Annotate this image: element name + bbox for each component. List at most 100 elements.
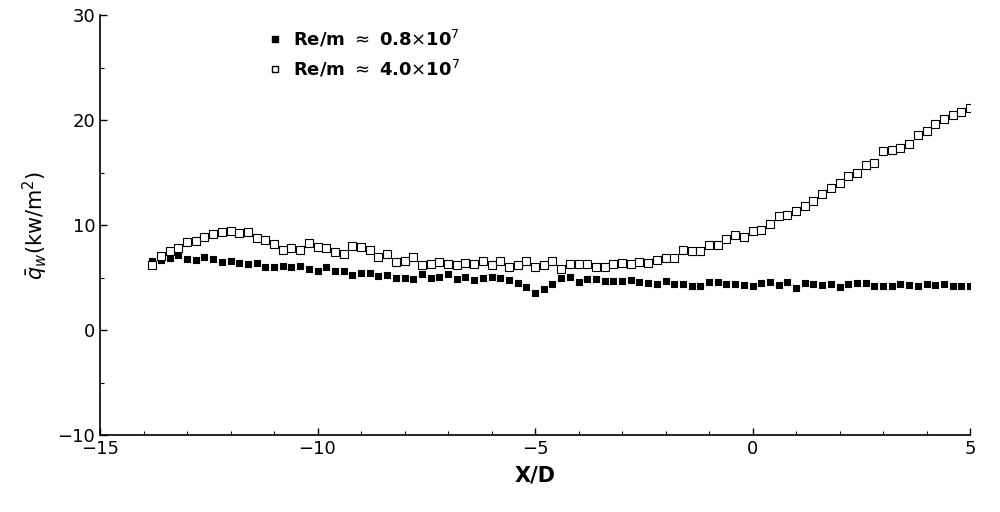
Point [727, 231, 743, 240]
Point [501, 263, 517, 271]
Point [405, 274, 421, 283]
Point [431, 273, 447, 282]
Point [562, 260, 578, 268]
Point [553, 264, 569, 272]
Point [701, 278, 717, 286]
Point [936, 280, 952, 288]
Point [884, 282, 900, 290]
Point [431, 258, 447, 266]
Point [475, 257, 491, 265]
Point [214, 228, 230, 237]
Point [666, 280, 682, 288]
Point [196, 232, 212, 241]
Point [214, 258, 230, 266]
Point [823, 280, 839, 288]
Point [353, 243, 369, 251]
Point [153, 252, 169, 260]
Point [292, 246, 308, 254]
Point [536, 285, 552, 293]
Point [318, 263, 334, 271]
Point [901, 139, 917, 147]
Point [640, 280, 656, 288]
Point [597, 263, 613, 271]
Point [301, 239, 317, 247]
Point [205, 230, 221, 239]
Point [658, 278, 674, 286]
Point [475, 273, 491, 282]
Point [449, 261, 465, 269]
Point [605, 260, 621, 268]
Point [718, 236, 734, 244]
Point [649, 257, 665, 265]
Point [414, 261, 430, 269]
Point [736, 281, 752, 289]
Point [423, 260, 439, 268]
Point [396, 274, 413, 282]
Legend: Re/m $\approx$ 0.8$\times$10$^7$, Re/m $\approx$ 4.0$\times$10$^7$: Re/m $\approx$ 0.8$\times$10$^7$, Re/m $… [266, 29, 460, 80]
Point [188, 256, 204, 264]
Point [805, 197, 821, 205]
Point [196, 253, 212, 262]
Point [588, 275, 604, 284]
Point [222, 227, 239, 235]
Point [901, 281, 917, 289]
Point [344, 242, 360, 250]
Point [631, 258, 647, 266]
Point [544, 257, 560, 265]
Point [553, 274, 569, 282]
Point [797, 202, 813, 210]
Point [675, 246, 691, 254]
Point [370, 252, 386, 261]
Point [466, 260, 482, 268]
Point [396, 257, 413, 265]
Point [240, 260, 256, 268]
Point [527, 263, 543, 271]
Point [918, 280, 934, 288]
Point [875, 147, 891, 156]
Point [423, 274, 439, 282]
Point [788, 207, 804, 215]
Point [457, 259, 473, 267]
Point [658, 254, 674, 262]
Point [544, 280, 560, 288]
Point [527, 289, 543, 297]
Point [205, 254, 221, 263]
Point [353, 269, 369, 278]
Point [762, 220, 778, 228]
Point [614, 278, 630, 286]
Point [162, 247, 178, 255]
Point [579, 260, 595, 268]
Point [466, 275, 482, 284]
Point [953, 108, 969, 116]
Point [266, 240, 282, 248]
Point [179, 255, 195, 263]
Point [153, 256, 169, 264]
Point [249, 259, 265, 267]
Point [623, 276, 639, 285]
Point [710, 278, 726, 286]
Point [257, 237, 273, 245]
Point [805, 280, 821, 288]
Point [771, 212, 787, 220]
Point [379, 271, 395, 279]
Point [910, 131, 926, 139]
Point [362, 246, 378, 254]
Point [283, 263, 299, 271]
Point [945, 282, 961, 290]
Point [771, 281, 787, 289]
Point [866, 159, 882, 167]
Point [918, 127, 934, 135]
Point [675, 280, 691, 288]
Point [640, 260, 656, 268]
Point [570, 278, 586, 286]
Point [283, 244, 299, 252]
Point [736, 233, 752, 242]
Point [327, 247, 343, 255]
Point [579, 275, 595, 284]
Point [892, 280, 908, 288]
Point [718, 280, 734, 288]
Point [684, 282, 700, 290]
Point [240, 228, 256, 236]
Point [744, 226, 761, 234]
Point [370, 272, 386, 281]
